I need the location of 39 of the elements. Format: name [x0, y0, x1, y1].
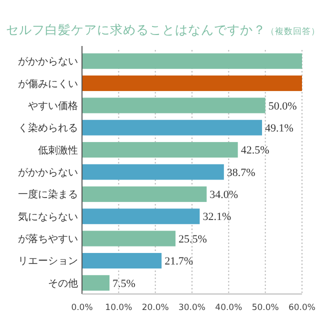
y-tick-label: その他 [48, 277, 78, 290]
y-tick-label: が傷みにくい [18, 78, 78, 90]
bar [82, 142, 238, 158]
bar [82, 252, 162, 268]
bar [82, 230, 176, 246]
y-tick-label: が落ちやすい [18, 233, 78, 246]
x-tick-label: 50.0% [252, 303, 279, 313]
y-tick-label: やすい価格 [28, 100, 78, 112]
data-label: 32.1% [202, 211, 232, 224]
x-tick-label: 10.0% [105, 303, 132, 313]
bar [82, 208, 200, 224]
y-tick-label: リエーション [18, 256, 78, 268]
bar [82, 120, 262, 136]
bar [82, 186, 207, 202]
chart-subtitle: （複数回答） [266, 26, 320, 37]
y-tick-label: 気にならない [18, 212, 78, 223]
bar [82, 275, 110, 291]
data-label: 25.5% [178, 233, 207, 246]
x-tick-label: 40.0% [215, 303, 242, 313]
x-tick-label: 0.0% [71, 303, 93, 313]
x-tick-label: 20.0% [142, 303, 169, 313]
bar [82, 53, 302, 69]
data-label: 38.7% [226, 166, 256, 179]
data-label: 49.1% [265, 122, 294, 134]
data-label: 7.5% [112, 278, 136, 290]
data-label: 50.0% [268, 100, 297, 112]
bar [82, 164, 224, 180]
x-tick-label: 60.0% [288, 303, 316, 313]
y-tick-label: がかからない [18, 168, 78, 178]
y-tick-label: がかからない [18, 56, 78, 68]
y-tick-label: 一度に染まる [18, 188, 78, 201]
x-tick-label: 30.0% [178, 303, 206, 313]
bar [82, 98, 266, 114]
data-label: 42.5% [240, 144, 270, 157]
y-tick-label: 低刺激性 [38, 144, 78, 156]
bar [82, 76, 302, 92]
y-tick-label: く染められる [18, 122, 78, 134]
data-label: 34.0% [210, 189, 238, 202]
data-label: 21.7% [164, 256, 193, 268]
